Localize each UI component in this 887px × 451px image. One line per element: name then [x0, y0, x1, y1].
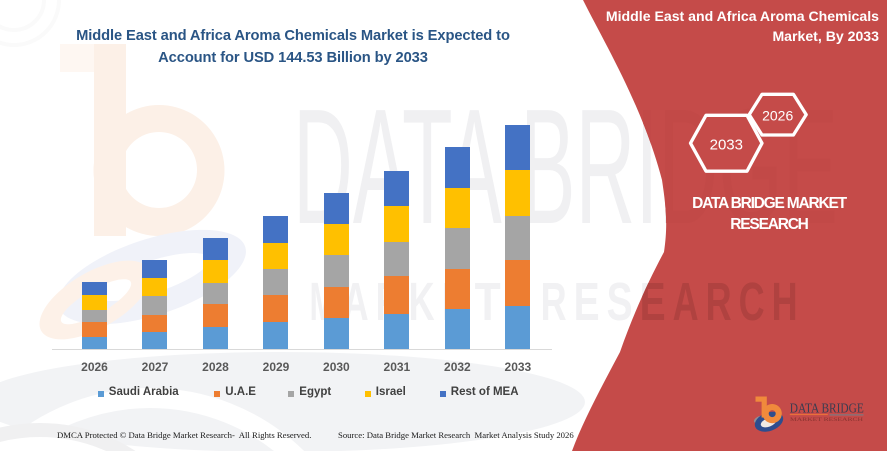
svg-text:2026: 2026 — [762, 108, 793, 124]
svg-text:DATA BRIDGE: DATA BRIDGE — [790, 400, 864, 415]
svg-text:2033: 2033 — [710, 137, 743, 154]
svg-text:MARKET RESEARCH: MARKET RESEARCH — [790, 417, 863, 423]
